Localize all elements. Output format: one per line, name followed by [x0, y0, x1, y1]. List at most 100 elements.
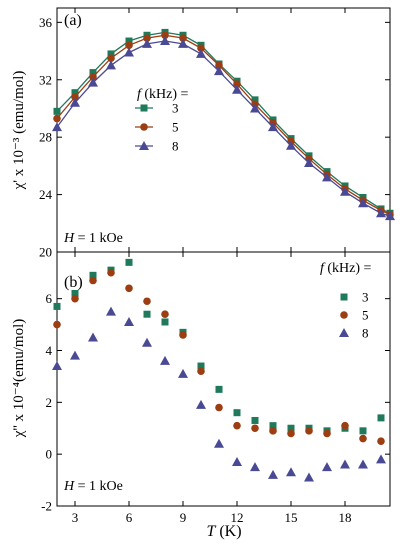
- panel-b-series: [52, 258, 386, 482]
- panel-b-legend-label-3: 3: [362, 290, 369, 305]
- panel-b-series-3-point: [269, 422, 277, 430]
- panel-a-series-8-point: [268, 122, 278, 132]
- panel-a-series-5-point: [143, 34, 151, 42]
- panel-a-series-5-point: [161, 31, 169, 40]
- panel-a-legend-f: f: [137, 87, 143, 102]
- panel-a-frame: [56, 7, 391, 253]
- panel-a-series-8-point: [232, 84, 242, 94]
- panel-b-series-3-point: [287, 424, 295, 432]
- panel-b-label: (b): [64, 274, 83, 291]
- panel-a-y-tick-label: 36: [39, 15, 53, 30]
- panel-a-ticks: 20 24 28 32 36: [39, 8, 390, 260]
- panel-b-series-5-point: [215, 403, 223, 412]
- panel-b-series-5-point: [89, 276, 97, 285]
- panel-a-series-8-point: [322, 172, 332, 182]
- panel-b-series-5-point: [323, 429, 331, 438]
- x-axis-unit: (K): [215, 523, 241, 540]
- panel-b-series-8-point: [124, 316, 134, 326]
- x-tick-label: 3: [72, 510, 79, 525]
- panel-b-field-symbol: H: [63, 479, 75, 494]
- panel-a-legend-marker-5: [140, 123, 148, 131]
- panel-b-legend-marker-8: [339, 328, 349, 337]
- panel-b-series-5-point: [341, 421, 349, 430]
- panel-b-ticks: 3 6 9 12 15 18 -2 0 2 4 6: [41, 252, 390, 525]
- panel-a-series-8-point: [214, 66, 224, 76]
- panel-b-series-5-point: [161, 310, 169, 319]
- panel-b-series-8-point: [142, 337, 152, 347]
- panel-b-series-3-point: [161, 318, 169, 326]
- panel-b-series-3-point: [377, 414, 385, 422]
- panel-a-field-annotation: H = 1 kOe: [63, 231, 123, 246]
- panel-b-series-8-point: [304, 472, 314, 482]
- panel-a-series-8-point: [286, 140, 296, 150]
- panel-b-series-8-point: [88, 332, 98, 342]
- panel-b-series-3-point: [125, 258, 133, 266]
- x-tick-label: 18: [339, 510, 352, 525]
- panel-a-series-3-point: [107, 50, 115, 58]
- panel-b-series-8-point: [160, 355, 170, 365]
- panel-b-series-8-point: [214, 438, 224, 448]
- panel-b-series-3-point: [89, 271, 97, 279]
- panel-b-y-axis-label: χ'' x 10⁻⁴(emu/mol): [11, 319, 27, 439]
- panel-b-series-3-point: [71, 289, 79, 297]
- panel-b-legend-marker-5: [340, 311, 348, 319]
- panel-b-series-5-point: [197, 367, 205, 376]
- panel-b-series-3-point: [197, 362, 205, 370]
- x-tick-label: 12: [231, 510, 244, 525]
- x-axis-label: T (K): [206, 523, 241, 540]
- panel-a-series-3-point: [251, 96, 259, 104]
- panel-a-field-symbol: H: [63, 231, 75, 246]
- panel-a-legend-label-8: 8: [172, 139, 179, 154]
- panel-a-y-axis-label: χ' x 10⁻³ (emu/mol): [11, 71, 27, 191]
- panel-b-series-5-point: [377, 437, 385, 446]
- panel-a-series-8-point: [88, 77, 98, 87]
- panel-a-series-8-point: [124, 47, 134, 57]
- panel-b-series-8-point: [340, 459, 350, 469]
- panel-b-legend-f: f: [320, 261, 326, 276]
- panel-b-field-text: = 1 kOe: [74, 479, 123, 494]
- panel-b-series-5-point: [287, 429, 295, 438]
- panel-a-series-8-point: [142, 38, 152, 48]
- panel-a-series-5-point: [179, 34, 187, 42]
- panel-b-series-8-point: [232, 456, 242, 466]
- panel-a-series-8-point: [385, 211, 395, 221]
- panel-b-legend-marker-3: [340, 293, 348, 301]
- panel-b-series-5-point: [359, 434, 367, 443]
- panel-a-legend: 3 5 8: [135, 101, 179, 154]
- panel-a-series-5-point: [53, 114, 61, 123]
- panel-a-legend-marker-8: [139, 141, 149, 150]
- panel-a-series-8-point: [376, 208, 386, 218]
- panel-a-series-5-point: [197, 44, 205, 52]
- panel-b-series-3-point: [143, 310, 151, 318]
- panel-a: 20 24 28 32 36 (a) χ' x 10⁻³ (emu/mol) H = 1…: [11, 7, 395, 260]
- panel-a-series-5-point: [233, 80, 241, 88]
- panel-b-series-5-point: [233, 421, 241, 430]
- x-tick-label: 9: [180, 510, 187, 525]
- panel-b-series-3-point: [215, 385, 223, 393]
- panel-b-legend-label-5: 5: [362, 308, 369, 323]
- panel-b-series-8-point: [286, 467, 296, 477]
- panel-a-series-8-point: [250, 103, 260, 113]
- panel-a-series-8-point: [196, 48, 206, 58]
- panel-a-series: [52, 28, 395, 221]
- x-tick-label: 15: [285, 510, 298, 525]
- panel-a-series-8-point: [70, 97, 80, 107]
- panel-a-y-tick-label: 24: [39, 187, 53, 202]
- panel-b-legend-title: f (kHz) =: [320, 261, 372, 276]
- panel-a-legend-label-3: 3: [172, 101, 179, 116]
- panel-b-series-8-point: [250, 462, 260, 472]
- panel-b-series-5-point: [107, 268, 115, 277]
- panel-b-series-5-point: [71, 294, 79, 303]
- panel-a-legend-unit: (kHz) =: [141, 87, 189, 102]
- panel-b-series-3-point: [251, 416, 259, 424]
- panel-b-series-3-point: [53, 302, 61, 310]
- panel-a-series-3-point: [71, 89, 79, 97]
- panel-a-series-3-point: [89, 69, 97, 77]
- panel-b-series-5-point: [125, 284, 133, 293]
- panel-a-series-5-point: [107, 54, 115, 63]
- panel-a-legend-title: f (kHz) =: [137, 87, 189, 102]
- panel-b-series-5-point: [305, 427, 313, 435]
- panel-b-series-8-point: [70, 350, 80, 360]
